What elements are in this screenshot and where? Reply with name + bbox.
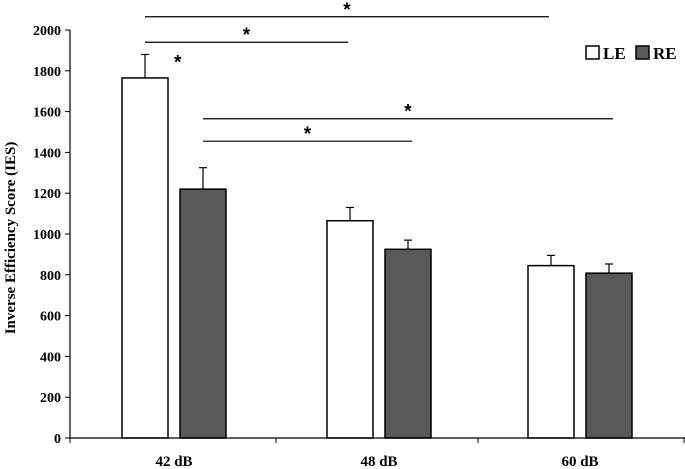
y-tick-label: 2000 (33, 24, 61, 39)
significance-star: * (304, 124, 312, 145)
bar-le-2 (326, 219, 374, 439)
x-tick-label: 60 dB (561, 454, 598, 469)
x-tick-label: 42 dB (155, 454, 192, 469)
y-tick-label: 400 (40, 350, 61, 365)
error-bars (141, 53, 613, 274)
x-tick-label: 48 dB (360, 454, 397, 469)
legend-label-le: LE (603, 44, 626, 63)
significance-star: * (404, 102, 412, 123)
legend-swatch-le (585, 45, 600, 60)
bar-le-3 (527, 264, 575, 439)
y-tick-label: 0 (54, 432, 61, 447)
bars (121, 77, 633, 439)
legend: LE RE (585, 44, 677, 63)
y-tick-label: 1800 (33, 65, 61, 80)
y-axis-ticks: 0 200 400 600 800 1000 1200 1400 1600 1800 2000 (33, 24, 685, 447)
y-tick-label: 1400 (33, 146, 61, 161)
bar-re-1 (179, 188, 227, 439)
y-tick-label: 600 (40, 310, 61, 325)
y-tick-label: 1200 (33, 187, 61, 202)
bar-re-2 (384, 248, 432, 439)
significance-star: * (174, 53, 182, 74)
bar-le-1 (121, 77, 169, 439)
significance-star: * (343, 0, 351, 21)
significance-markers: * * * * * (145, 0, 613, 145)
y-tick-label: 1000 (33, 228, 61, 243)
legend-swatch-re (635, 45, 650, 60)
legend-label-re: RE (653, 44, 677, 63)
y-tick-label: 200 (40, 391, 61, 406)
y-axis-title: Inverse Efficiency Score (IES) (3, 142, 19, 335)
bar-re-3 (585, 272, 633, 439)
y-tick-label: 1600 (33, 106, 61, 121)
x-axis-labels: 42 dB 48 dB 60 dB (155, 454, 598, 469)
significance-star: * (243, 25, 251, 46)
y-tick-label: 800 (40, 269, 61, 284)
